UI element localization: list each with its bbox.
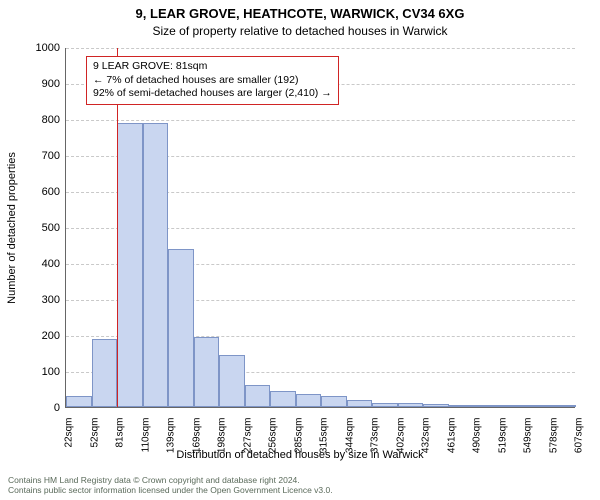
histogram-bar [500, 405, 526, 407]
x-tick-label: 256sqm [268, 418, 279, 454]
annotation-line2: ← 7% of detached houses are smaller (192… [93, 74, 332, 88]
histogram-bar [423, 404, 449, 407]
x-tick-label: 432sqm [421, 418, 432, 454]
x-tick-label: 52sqm [89, 418, 100, 448]
annotation-line3: 92% of semi-detached houses are larger (… [93, 87, 332, 101]
histogram-bar [449, 405, 475, 407]
x-tick-label: 139sqm [166, 418, 177, 454]
x-tick-label: 549sqm [523, 418, 534, 454]
x-tick-label: 344sqm [344, 418, 355, 454]
histogram-bar [270, 391, 296, 407]
histogram-bar [66, 396, 92, 407]
histogram-bar [92, 339, 118, 407]
x-tick-label: 519sqm [497, 418, 508, 454]
histogram-bar [398, 403, 424, 407]
y-tick-label: 600 [20, 186, 60, 198]
histogram-bar [245, 385, 271, 407]
x-tick-label: 169sqm [191, 418, 202, 454]
y-tick-label: 100 [20, 366, 60, 378]
histogram-bar [219, 355, 245, 407]
histogram-bar [525, 405, 551, 407]
y-tick-label: 800 [20, 114, 60, 126]
x-tick-label: 22sqm [64, 418, 75, 448]
histogram-bar [551, 405, 577, 407]
y-axis-label: Number of detached properties [6, 152, 18, 304]
y-tick-label: 300 [20, 294, 60, 306]
histogram-bar [117, 123, 143, 407]
chart-page: 9, LEAR GROVE, HEATHCOTE, WARWICK, CV34 … [0, 0, 600, 500]
chart-title-address: 9, LEAR GROVE, HEATHCOTE, WARWICK, CV34 … [0, 6, 600, 21]
histogram-bar [321, 396, 347, 407]
y-tick-label: 1000 [20, 42, 60, 54]
histogram-bar [474, 405, 500, 407]
x-tick-label: 81sqm [115, 418, 126, 448]
y-tick-label: 400 [20, 258, 60, 270]
y-tick-label: 200 [20, 330, 60, 342]
histogram-bar [194, 337, 220, 407]
chart-subtitle: Size of property relative to detached ho… [0, 24, 600, 38]
gridline [66, 120, 575, 121]
histogram-bar [168, 249, 194, 407]
y-tick-label: 500 [20, 222, 60, 234]
y-tick-label: 700 [20, 150, 60, 162]
footer-line1: Contains HM Land Registry data © Crown c… [8, 475, 333, 486]
y-tick-label: 900 [20, 78, 60, 90]
x-tick-label: 110sqm [140, 418, 151, 453]
x-tick-label: 490sqm [472, 418, 483, 454]
gridline [66, 48, 575, 49]
histogram-bar [143, 123, 169, 407]
footer-attribution: Contains HM Land Registry data © Crown c… [8, 475, 333, 496]
x-tick-label: 285sqm [293, 418, 304, 454]
annotation-line1: 9 LEAR GROVE: 81sqm [93, 60, 332, 74]
x-tick-label: 607sqm [574, 418, 585, 454]
histogram-bar [372, 403, 398, 407]
x-tick-label: 578sqm [548, 418, 559, 454]
x-tick-label: 315sqm [319, 418, 330, 454]
x-tick-label: 227sqm [242, 418, 253, 454]
histogram-bar [296, 394, 322, 407]
x-tick-label: 461sqm [446, 418, 457, 454]
y-tick-label: 0 [20, 402, 60, 414]
x-tick-label: 402sqm [395, 418, 406, 454]
footer-line2: Contains public sector information licen… [8, 485, 333, 496]
x-tick-label: 198sqm [217, 418, 228, 454]
histogram-bar [347, 400, 373, 407]
annotation-box: 9 LEAR GROVE: 81sqm ← 7% of detached hou… [86, 56, 339, 105]
x-tick-label: 373sqm [370, 418, 381, 454]
